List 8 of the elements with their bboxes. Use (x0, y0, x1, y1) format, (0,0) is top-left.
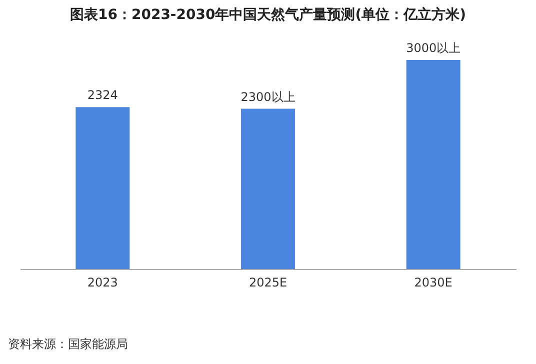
x-tick-label: 2030E (414, 276, 452, 290)
data-label: 2300以上 (240, 90, 296, 104)
data-label: 3000以上 (406, 41, 461, 55)
text: 资料来源：国家能源局 (8, 336, 128, 353)
x-tick-label: 2025E (248, 276, 288, 290)
chart-title: 图表16：2023-2030年中国天然气产量预测(单位：亿立方米) (70, 6, 466, 23)
data-label: 2324 (87, 88, 118, 102)
x-tick-label: 2023 (87, 276, 118, 290)
